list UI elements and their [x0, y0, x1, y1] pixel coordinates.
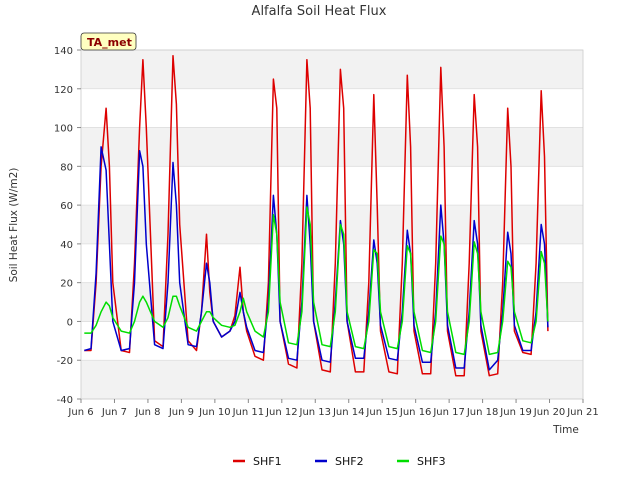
x-axis-label: Time	[552, 424, 579, 436]
y-tick-label: 80	[60, 162, 73, 173]
plot-frame	[80, 49, 584, 400]
y-tick-label: 0	[67, 317, 73, 328]
chart-title: Alfalfa Soil Heat Flux	[252, 4, 387, 19]
grid-band	[81, 50, 583, 89]
badge-label: TA_met	[87, 36, 132, 49]
x-tick-label: Jun 15	[365, 407, 398, 418]
x-tick-label: Jun 12	[265, 407, 298, 418]
x-tick-label: Jun 11	[232, 407, 265, 418]
y-axis-label: Soil Heat Flux (W/m2)	[8, 168, 20, 283]
y-tick-label: 40	[60, 240, 73, 251]
x-tick-label: Jun 21	[566, 407, 599, 418]
y-tick-label: -40	[57, 395, 73, 406]
grid-bands	[81, 50, 583, 399]
x-tick-label: Jun 6	[67, 407, 93, 418]
x-tick-label: Jun 17	[432, 407, 465, 418]
legend-label-shf2: SHF2	[335, 455, 364, 468]
y-tick-label: 140	[54, 46, 73, 57]
x-tick-label: Jun 20	[533, 407, 566, 418]
x-tick-label: Jun 18	[466, 407, 499, 418]
y-tick-label: 120	[54, 85, 73, 96]
grid-band	[81, 282, 583, 322]
y-tick-label: 100	[54, 124, 73, 135]
x-tick-label: Jun 14	[332, 407, 365, 418]
series-layer	[84, 55, 549, 377]
x-tick-label: Jun 19	[499, 407, 532, 418]
y-axis-ticks: -40 -20 0 20 40 60 80 100 120 140	[54, 46, 81, 406]
x-tick-label: Jun 16	[399, 407, 432, 418]
legend-label-shf1: SHF1	[253, 455, 282, 468]
grid-band	[81, 360, 583, 399]
ta-met-badge: TA_met	[80, 32, 137, 51]
y-tick-label: -20	[57, 356, 73, 367]
x-axis-ticks: Jun 6 Jun 7 Jun 8 Jun 9 Jun 10 Jun 11 Jun 12 Ju…	[67, 399, 599, 418]
y-tick-label: 60	[60, 201, 73, 212]
x-tick-label: Jun 13	[299, 407, 332, 418]
grid-band	[81, 127, 583, 167]
legend: SHF1 SHF2 SHF3	[233, 455, 446, 468]
x-tick-label: Jun 7	[101, 407, 127, 418]
legend-label-shf3: SHF3	[417, 455, 446, 468]
grid-band	[81, 205, 583, 244]
x-tick-label: Jun 9	[168, 407, 194, 418]
y-tick-label: 20	[60, 279, 73, 290]
x-tick-label: Jun 8	[134, 407, 160, 418]
series-line-shf2	[84, 146, 549, 371]
series-line-shf3	[84, 206, 549, 356]
x-tick-label: Jun 10	[198, 407, 231, 418]
